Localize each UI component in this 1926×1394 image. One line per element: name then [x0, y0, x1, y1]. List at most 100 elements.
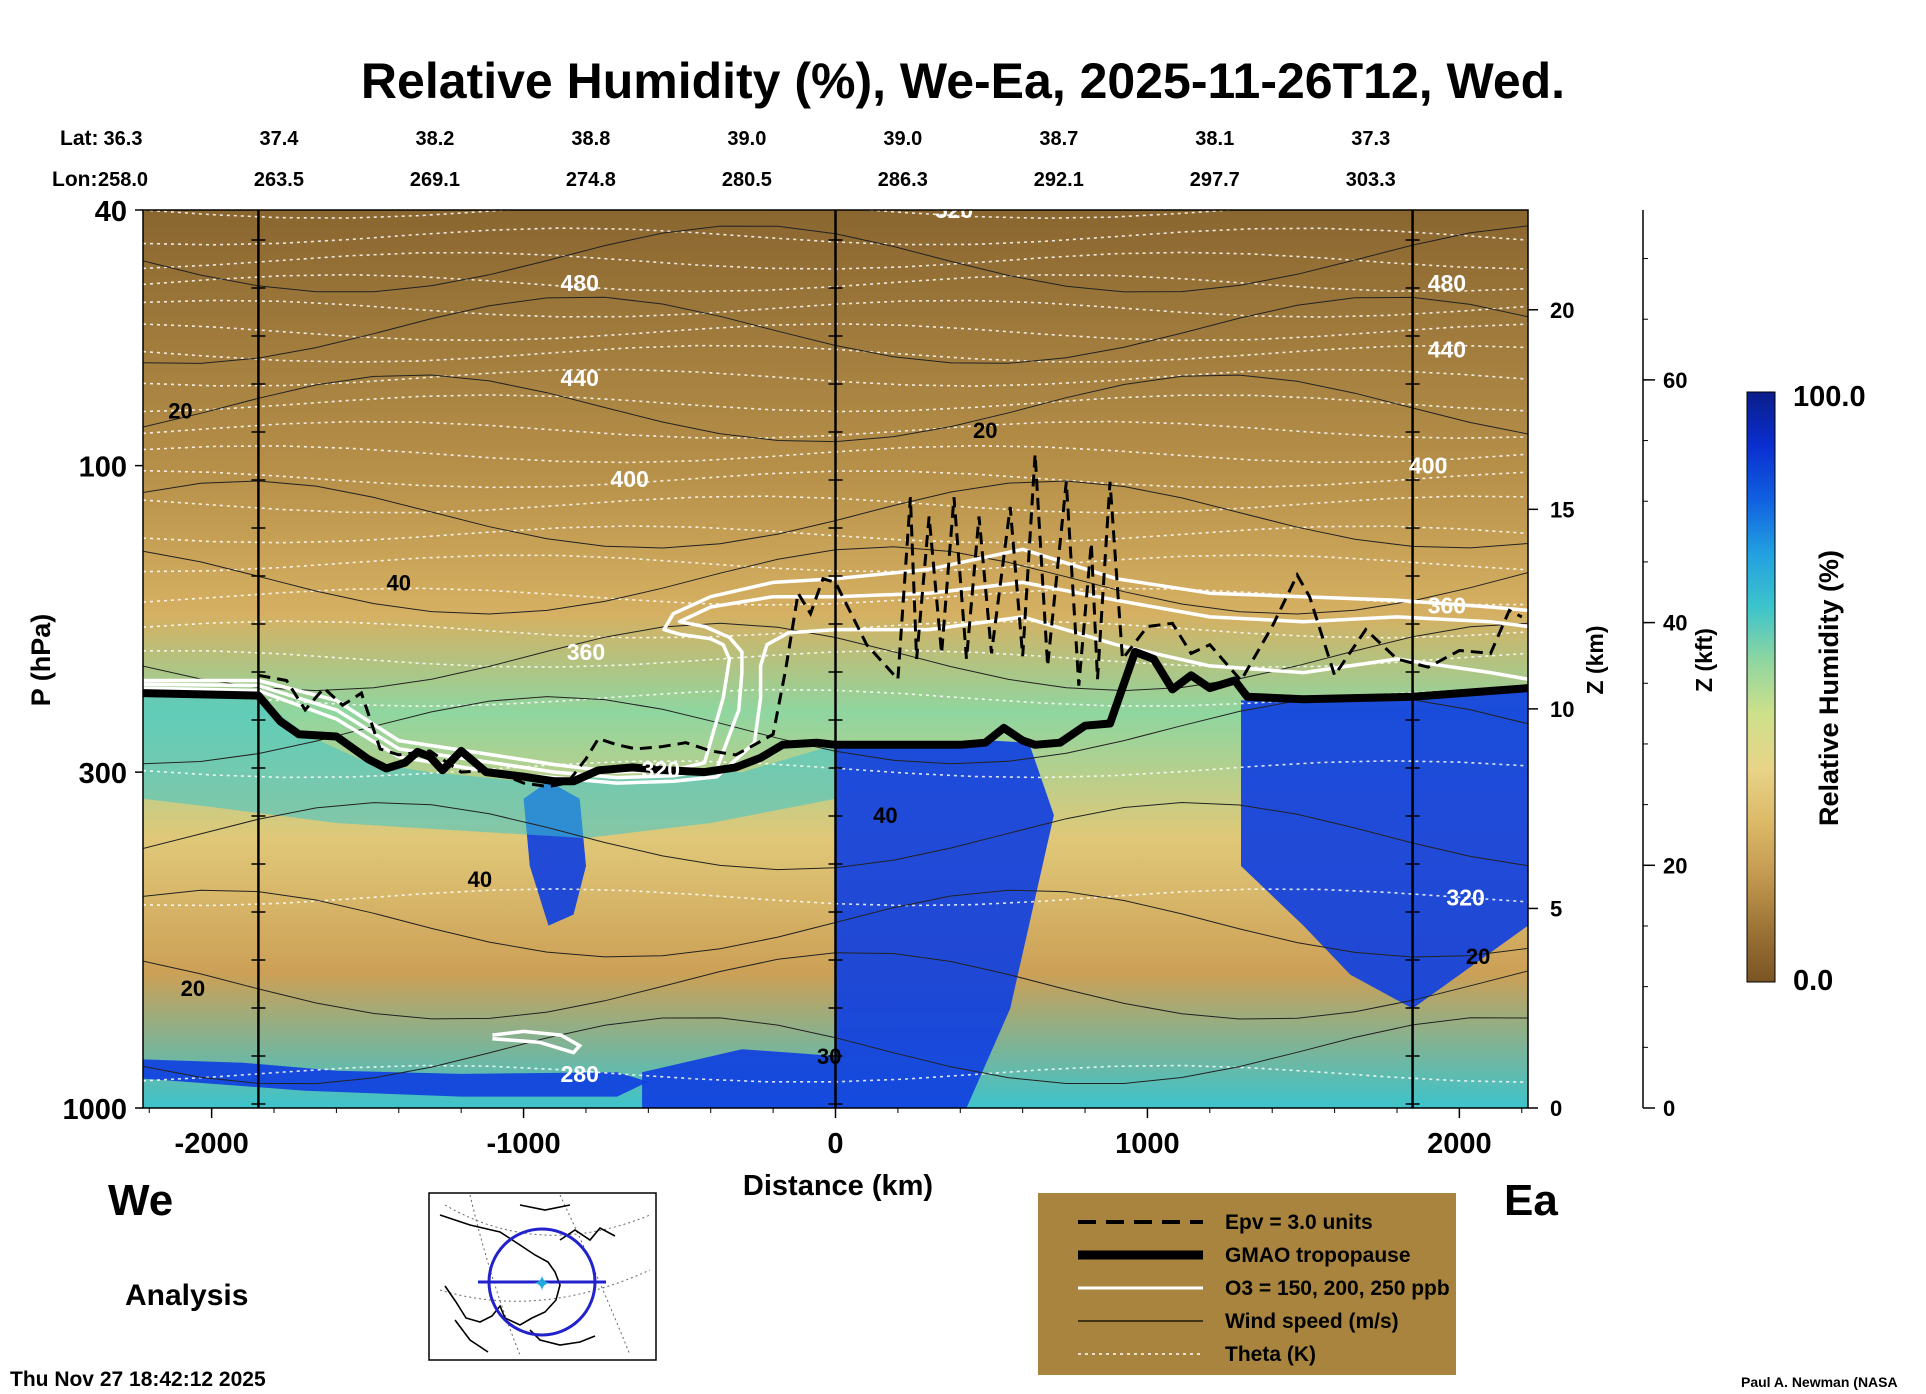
- lon-value: 263.5: [254, 169, 304, 191]
- colorbar-min-label: 0.0: [1793, 965, 1833, 997]
- z-kft-axis: 0 20 40 60: [1642, 210, 1687, 1121]
- locator-map: ✦: [428, 1192, 657, 1361]
- lon-value: 258.0: [98, 169, 148, 191]
- lat-value: 38.8: [571, 128, 610, 150]
- legend-items: Epv = 3.0 units GMAO tropopause O3 = 150, …: [1078, 1211, 1450, 1366]
- x-axis: -2000 -1000 0 1000 2000: [148, 1108, 1523, 1160]
- y-axis-label: P (hPa): [26, 614, 56, 707]
- lon-value: 280.5: [722, 169, 772, 191]
- credit-label: Paul A. Newman (NASA: [1741, 1374, 1898, 1390]
- z-km-axis: 0 5 10 15 20: [1528, 298, 1574, 1121]
- ozone-contour: [492, 1029, 583, 1055]
- lon-value: 297.7: [1190, 169, 1240, 191]
- map-center-star: ✦: [533, 1272, 551, 1297]
- z-km-tick-label: 15: [1550, 497, 1574, 522]
- theta-label: 400: [610, 466, 648, 492]
- lat-value: 39.0: [727, 128, 766, 150]
- moist-region: [1241, 690, 1528, 1009]
- theta-label: 480: [561, 270, 599, 296]
- colorbar: 100.0 0.0 Relative Humidity (%): [1746, 381, 1866, 997]
- wind-labels: 20 40 40 20 20 40 20 30: [168, 398, 1490, 1069]
- theta-label: 400: [1409, 453, 1447, 479]
- theta-label: 440: [561, 365, 599, 391]
- legend-label: Wind speed (m/s): [1225, 1310, 1399, 1333]
- lat-value: 39.0: [883, 128, 922, 150]
- lon-value: 286.3: [878, 169, 928, 191]
- coordinate-labels: 36.3 37.4 38.2 38.8 39.0 39.0 38.7 38.1 37.3 258.…: [98, 128, 1396, 191]
- vertical-section-lines: [251, 210, 1420, 1108]
- lon-value: 274.8: [566, 169, 616, 191]
- legend-label: O3 = 150, 200, 250 ppb: [1225, 1277, 1450, 1300]
- wind-label: 40: [873, 803, 897, 828]
- moist-region: [835, 740, 1054, 1108]
- ozone-contour: [143, 580, 1528, 780]
- wind-label: 30: [817, 1044, 841, 1069]
- wind-label: 20: [1466, 944, 1490, 969]
- theta-label: 360: [1428, 592, 1466, 618]
- side-label-west: We: [108, 1176, 173, 1225]
- z-km-tick-label: 5: [1550, 896, 1562, 921]
- lon-value: 303.3: [1346, 169, 1396, 191]
- pressure-axis: 1000 300 100 40: [62, 196, 143, 1126]
- colorbar-max-label: 100.0: [1793, 381, 1866, 413]
- z-km-label: Z (km): [1582, 626, 1608, 695]
- analysis-label: Analysis: [125, 1279, 248, 1312]
- theta-label: 360: [567, 639, 605, 665]
- colorbar-gradient: [1746, 391, 1776, 983]
- z-km-tick-label: 10: [1550, 697, 1574, 722]
- theta-label: 320: [1446, 884, 1484, 910]
- legend-label: Epv = 3.0 units: [1225, 1211, 1373, 1234]
- legend: Epv = 3.0 units GMAO tropopause O3 = 150, …: [1038, 1193, 1456, 1375]
- lon-value: 292.1: [1034, 169, 1084, 191]
- z-kft-tick-label: 40: [1663, 611, 1687, 636]
- legend-label: GMAO tropopause: [1225, 1244, 1411, 1267]
- z-km-tick-label: 0: [1550, 1096, 1562, 1121]
- wind-label: 20: [973, 418, 997, 443]
- x-tick-label: -2000: [175, 1128, 249, 1160]
- map-frame: [428, 1192, 657, 1361]
- moist-band: [143, 695, 836, 839]
- theta-label: 320: [642, 756, 680, 782]
- wind-label: 20: [181, 976, 205, 1001]
- z-kft-tick-label: 0: [1663, 1096, 1675, 1121]
- theta-label: 440: [1428, 337, 1466, 363]
- wind-label: 40: [468, 867, 492, 892]
- z-kft-label: Z (kft): [1691, 628, 1717, 692]
- moist-region: [143, 1059, 649, 1097]
- moist-region: [642, 1049, 836, 1108]
- z-km-tick-label: 20: [1550, 298, 1574, 323]
- timestamp: Thu Nov 27 18:42:12 2025: [10, 1368, 266, 1391]
- tropopause-line: [143, 647, 1528, 786]
- lat-value: 37.4: [259, 128, 299, 150]
- theta-labels: 520 480 440 400 360 320 280 480 440 400 360 320: [561, 197, 1485, 1087]
- x-axis-label: Distance (km): [743, 1170, 933, 1202]
- x-tick-label: 0: [827, 1128, 843, 1160]
- z-kft-tick-label: 20: [1663, 853, 1687, 878]
- lat-value: 38.7: [1039, 128, 1078, 150]
- ozone-contour: [143, 615, 1528, 785]
- z-kft-tick-label: 60: [1663, 368, 1687, 393]
- theta-label: 480: [1428, 270, 1466, 296]
- legend-label: Theta (K): [1225, 1343, 1316, 1366]
- chart-title: Relative Humidity (%), We-Ea, 2025-11-26…: [361, 53, 1565, 109]
- lat-value: 36.3: [104, 128, 143, 150]
- lat-value: 38.2: [415, 128, 454, 150]
- wind-label: 20: [168, 398, 192, 423]
- lon-label: Lon:: [52, 168, 97, 191]
- theta-label: 280: [561, 1061, 599, 1087]
- p-tick-label: 300: [79, 758, 127, 790]
- p-tick-label: 100: [79, 452, 127, 484]
- ozone-contours: [143, 547, 1528, 1055]
- theta-label: 520: [935, 197, 973, 223]
- ozone-contour: [143, 547, 1528, 774]
- p-tick-label: 40: [95, 196, 127, 228]
- x-tick-label: -1000: [486, 1128, 560, 1160]
- colorbar-title: Relative Humidity (%): [1814, 550, 1844, 826]
- epv-contour: [258, 454, 1523, 789]
- wind-label: 40: [387, 570, 411, 595]
- side-label-east: Ea: [1504, 1176, 1558, 1225]
- map-coastline: [439, 1204, 616, 1353]
- lon-value: 269.1: [410, 169, 460, 191]
- x-tick-label: 2000: [1427, 1128, 1492, 1160]
